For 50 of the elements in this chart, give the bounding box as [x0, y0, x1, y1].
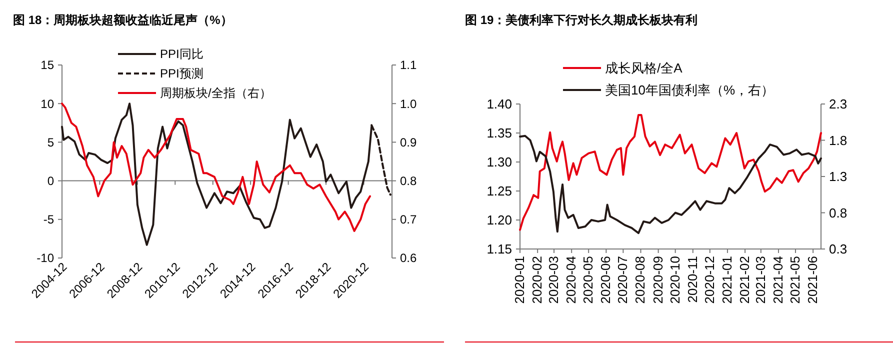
y-tick-label: 5 [47, 135, 54, 150]
x-tick-label: 2020-08 [632, 256, 648, 304]
legend-label: 周期板块/全指（右） [160, 86, 272, 100]
x-tick-label: 2020-03 [546, 256, 562, 304]
y-tick-label: 1.35 [486, 126, 512, 141]
chart-title: 图 19：美债利率下行对长久期成长板块有利 [465, 13, 698, 27]
legend-label: 成长风格/全A [605, 60, 683, 76]
x-tick-label: 2021-05 [787, 256, 802, 304]
legend-label: PPI同比 [160, 47, 204, 62]
x-tick-label: 2020-05 [580, 256, 596, 304]
x-tick-label: 2021-01 [719, 256, 734, 304]
y2-tick-label: 1.8 [829, 132, 848, 148]
y-tick-label: 10 [40, 96, 54, 111]
x-tick-label: 2020-01 [512, 256, 527, 304]
y-tick-label: 1.20 [486, 212, 512, 228]
y2-tick-label: 1.0 [400, 96, 418, 111]
x-tick-label: 2020-11 [684, 256, 700, 303]
x-tick-label: 2020-02 [530, 256, 545, 304]
legend-label: PPI预测 [160, 66, 204, 81]
y-tick-label: 1.15 [486, 242, 512, 257]
y2-tick-label: 0.7 [400, 212, 418, 227]
y-tick-label: 15 [40, 58, 54, 72]
x-tick-label: 2021-02 [737, 256, 752, 304]
x-tick-label: 2020-12 [702, 256, 717, 304]
x-tick-label: 2020-10 [667, 256, 682, 304]
y2-tick-label: 0.8 [400, 174, 418, 188]
y-tick-label: -5 [43, 212, 54, 227]
y-tick-label: 0 [47, 174, 54, 188]
x-tick-label: 2020-09 [650, 256, 666, 304]
legend-label: 美国10年国债利率（%，右） [605, 82, 774, 98]
chart-title: 图 18：周期板块超额收益临近尾声（%） [13, 13, 232, 27]
y2-tick-label: 0.9 [400, 135, 418, 150]
x-tick-label: 2021-04 [770, 256, 786, 304]
y-tick-label: 1.30 [486, 154, 512, 170]
y-tick-label: 1.25 [486, 184, 512, 199]
y2-tick-label: 1.3 [829, 169, 848, 184]
x-tick-label: 2021-03 [752, 256, 768, 304]
x-tick-label: 2020-07 [615, 256, 630, 304]
x-tick-label: 2020-06 [598, 256, 614, 304]
y-tick-label: 1.40 [486, 96, 512, 112]
x-tick-label: 2020-04 [564, 256, 579, 304]
y2-tick-label: 0.8 [829, 205, 848, 220]
y2-tick-label: 2.3 [829, 96, 848, 112]
y2-tick-label: 0.3 [829, 242, 848, 257]
x-tick-label: 2021-06 [805, 256, 820, 304]
y-tick-label: -10 [36, 251, 54, 266]
y2-tick-label: 0.6 [400, 251, 418, 266]
line-series [519, 134, 822, 234]
y2-tick-label: 1.1 [400, 58, 418, 72]
line-series [519, 114, 822, 231]
